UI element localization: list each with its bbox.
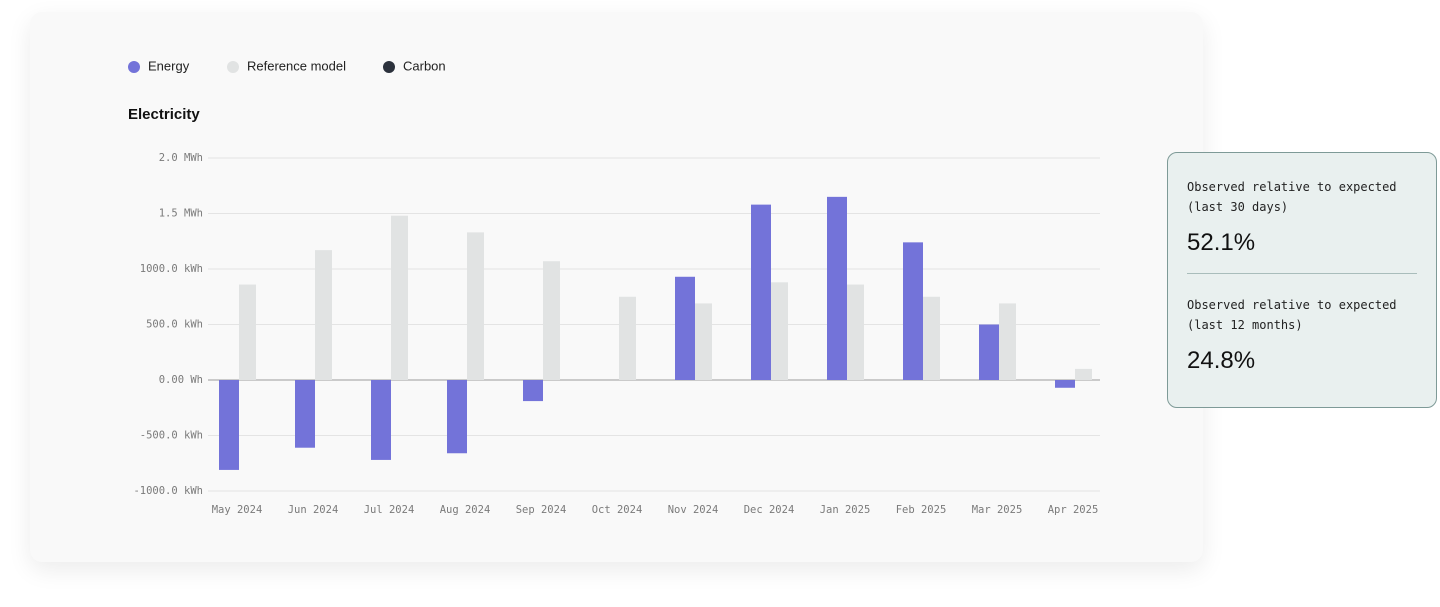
bar xyxy=(391,215,408,380)
bar xyxy=(923,296,940,380)
y-tick-label: 1000.0 kWh xyxy=(140,263,203,275)
bar xyxy=(675,276,695,380)
legend-label: Carbon xyxy=(403,58,446,73)
x-tick-label: Aug 2024 xyxy=(440,504,491,516)
bar xyxy=(467,232,484,380)
x-tick-label: Jun 2024 xyxy=(288,504,339,516)
x-tick-label: Sep 2024 xyxy=(516,504,567,516)
y-tick-label: 2.0 MWh xyxy=(159,152,203,164)
chart-title: Electricity xyxy=(128,106,200,123)
bar xyxy=(523,380,543,402)
x-tick-label: Jan 2025 xyxy=(820,504,871,516)
bar xyxy=(447,380,467,454)
bar xyxy=(371,380,391,460)
bar xyxy=(827,196,847,380)
y-tick-label: 1.5 MWh xyxy=(159,208,203,220)
bar xyxy=(1075,368,1092,380)
bar xyxy=(979,324,999,380)
y-tick-label: 0.00 Wh xyxy=(159,374,203,386)
stat-label: Observed relative to expected (last 30 d… xyxy=(1187,180,1397,214)
divider xyxy=(1187,273,1417,274)
x-tick-label: Apr 2025 xyxy=(1048,504,1099,516)
legend-swatch xyxy=(227,61,239,73)
bar xyxy=(847,284,864,380)
legend-swatch xyxy=(128,61,140,73)
stats-panel: Observed relative to expected (last 30 d… xyxy=(1167,152,1437,408)
legend-swatch xyxy=(383,61,395,73)
chart: Electricity Energy Reference model Carbon -… xyxy=(128,58,1100,516)
x-tick-label: Jul 2024 xyxy=(364,504,415,516)
bar xyxy=(543,261,560,380)
x-tick-label: Mar 2025 xyxy=(972,504,1023,516)
x-tick-label: Dec 2024 xyxy=(744,504,795,516)
bar xyxy=(1055,380,1075,388)
bar xyxy=(999,303,1016,380)
bar xyxy=(751,204,771,380)
legend-label: Reference model xyxy=(247,58,346,73)
y-tick-label: -500.0 kWh xyxy=(140,430,203,442)
bar xyxy=(239,284,256,380)
chart-card xyxy=(30,12,1203,562)
stat-label: Observed relative to expected (last 12 m… xyxy=(1187,298,1397,332)
bar xyxy=(295,380,315,448)
bar xyxy=(903,242,923,380)
bar xyxy=(619,296,636,380)
stat-value: 52.1% xyxy=(1187,229,1256,256)
y-tick-label: 500.0 kWh xyxy=(146,319,203,331)
bar xyxy=(771,282,788,380)
bar xyxy=(695,303,712,380)
stat-value: 24.8% xyxy=(1187,347,1256,374)
bar xyxy=(315,250,332,380)
legend-label: Energy xyxy=(148,58,190,73)
x-tick-label: Nov 2024 xyxy=(668,504,719,516)
y-tick-label: -1000.0 kWh xyxy=(133,485,203,497)
bar xyxy=(219,380,239,470)
x-tick-label: Feb 2025 xyxy=(896,504,947,516)
x-tick-label: May 2024 xyxy=(212,504,263,516)
x-tick-label: Oct 2024 xyxy=(592,504,643,516)
